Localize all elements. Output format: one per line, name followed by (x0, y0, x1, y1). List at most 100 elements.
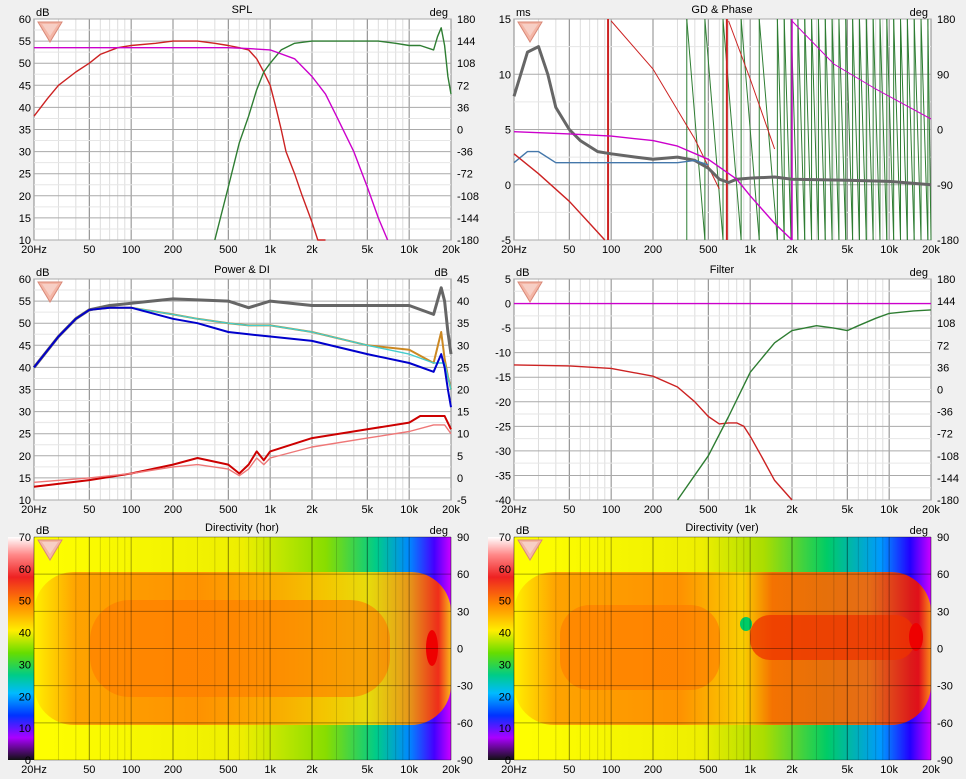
y2-axis-ticks: 180 90 0 -90 -180 (937, 14, 959, 247)
series-line-2 (513, 150, 709, 166)
series-group (33, 27, 452, 241)
y2-tick-label: 25 (457, 362, 469, 374)
x-tick-label: 5k (362, 764, 374, 776)
x-tick-label: 10k (880, 244, 898, 256)
y-tick-label: 10 (499, 69, 511, 81)
y2-tick-label: -180 (457, 235, 479, 247)
x-tick-label: 2k (306, 504, 318, 516)
y-axis-ticks: 60 55 50 45 40 35 30 25 20 15 10 (19, 274, 31, 507)
x-tick-label: 50 (83, 764, 95, 776)
y2-tick-label: 90 (937, 532, 949, 544)
x-tick-label: 1k (264, 764, 276, 776)
panel-filter: Filter dB deg 50-5-10-15-20-25-30-35-40 … (495, 264, 959, 516)
y-tick-label: 25 (19, 429, 31, 441)
x-tick-label: 2k (786, 764, 798, 776)
y-tick-label: 20 (19, 191, 31, 203)
y-tick-label: 45 (19, 340, 31, 352)
y-tick-label: 0 (505, 180, 511, 192)
series-line-3 (34, 47, 389, 241)
x-tick-label: 50 (563, 764, 575, 776)
y2-tick-label: 90 (457, 532, 469, 544)
x-tick-label: 20Hz (21, 764, 47, 776)
x-axis-ticks: 20Hz 50 100 200 500 1k 2k 5k 10k 20k (501, 244, 940, 256)
y2-tick-label: -60 (937, 718, 953, 730)
colorbar-tick-label: 10 (499, 723, 511, 735)
y2-tick-label: 0 (937, 644, 943, 656)
y-tick-label: -5 (501, 235, 511, 247)
y-tick-label: 40 (19, 362, 31, 374)
grid (33, 278, 452, 501)
colorbar-tick-label: 70 (19, 532, 31, 544)
logo-icon (37, 281, 63, 303)
left-unit-label: dB (36, 267, 49, 279)
phase-slope (886, 18, 895, 241)
phase-slope (704, 18, 724, 241)
y-tick-label: -25 (495, 421, 511, 433)
right-unit-label: deg (430, 525, 448, 537)
y2-tick-label: 144 (937, 296, 955, 308)
x-tick-label: 200 (164, 244, 182, 256)
x-tick-label: 20Hz (21, 244, 47, 256)
colorbar-tick-label: 60 (499, 564, 511, 576)
panel-directivity-ver: Directivity (ver) dB deg 706050403020100… (488, 522, 953, 776)
y-tick-label: 45 (19, 80, 31, 92)
phase-slope (838, 18, 847, 241)
y2-tick-label: -36 (937, 407, 953, 419)
colorbar-tick-label: 70 (499, 532, 511, 544)
y-tick-label: 40 (19, 102, 31, 114)
y-axis-ticks: 15 10 5 0 -5 (499, 14, 511, 247)
y-tick-label: 5 (505, 274, 511, 286)
x-tick-label: 20k (442, 504, 460, 516)
phase-slope (858, 18, 867, 241)
series-line-3 (513, 131, 793, 241)
y2-axis-ticks: 90 60 30 0 -30 -60 -90 (937, 532, 953, 767)
series-line-2 (513, 364, 793, 501)
y-tick-label: 30 (19, 407, 31, 419)
phase-slope (686, 18, 706, 241)
y2-tick-label: -72 (457, 169, 473, 181)
x-tick-label: 5k (842, 764, 854, 776)
x-tick-label: 20Hz (501, 764, 527, 776)
x-tick-label: 200 (164, 504, 182, 516)
right-unit-label: deg (910, 525, 928, 537)
logo-icon (517, 281, 543, 303)
y-tick-label: 15 (19, 213, 31, 225)
series-line-5 (33, 415, 452, 488)
panel-spl: SPL dB deg 60 55 50 45 40 35 30 25 20 15 10 180 144… (19, 4, 479, 256)
logo-icon (517, 539, 543, 561)
x-tick-label: 100 (122, 764, 140, 776)
right-unit-label: deg (910, 267, 928, 279)
logo-icon (37, 21, 63, 43)
x-tick-label: 50 (563, 504, 575, 516)
y2-tick-label: 144 (457, 36, 475, 48)
x-tick-label: 20k (922, 504, 940, 516)
x-tick-label: 500 (699, 504, 717, 516)
y2-tick-label: 108 (457, 58, 475, 70)
colorbar-tick-label: 0 (505, 755, 511, 767)
y-axis-ticks: 5 0 -5 -10 -15 -20 -25 -30 -35 -40 (495, 274, 511, 507)
grid (33, 18, 452, 241)
y-tick-label: 10 (19, 235, 31, 247)
x-tick-label: 2k (306, 244, 318, 256)
x-tick-label: 1k (744, 764, 756, 776)
colorbar-tick-label: 50 (19, 596, 31, 608)
y-tick-label: -10 (495, 348, 511, 360)
x-tick-label: 5k (362, 504, 374, 516)
y-tick-label: -15 (495, 372, 511, 384)
colorbar-tick-label: 20 (19, 691, 31, 703)
y-tick-label: 0 (505, 299, 511, 311)
y-tick-label: 10 (19, 495, 31, 507)
phase-slope (804, 18, 813, 241)
y2-tick-label: 60 (457, 569, 469, 581)
x-tick-label: 1k (264, 504, 276, 516)
series-line-1 (512, 45, 932, 187)
phase-slope (852, 18, 860, 241)
y2-tick-label: -90 (937, 180, 953, 192)
heatmap (514, 537, 931, 760)
grid (513, 536, 932, 761)
y2-tick-label: -108 (457, 191, 479, 203)
y2-tick-label: -30 (937, 681, 953, 693)
x-tick-label: 20k (922, 764, 940, 776)
logo-icon (517, 21, 543, 43)
